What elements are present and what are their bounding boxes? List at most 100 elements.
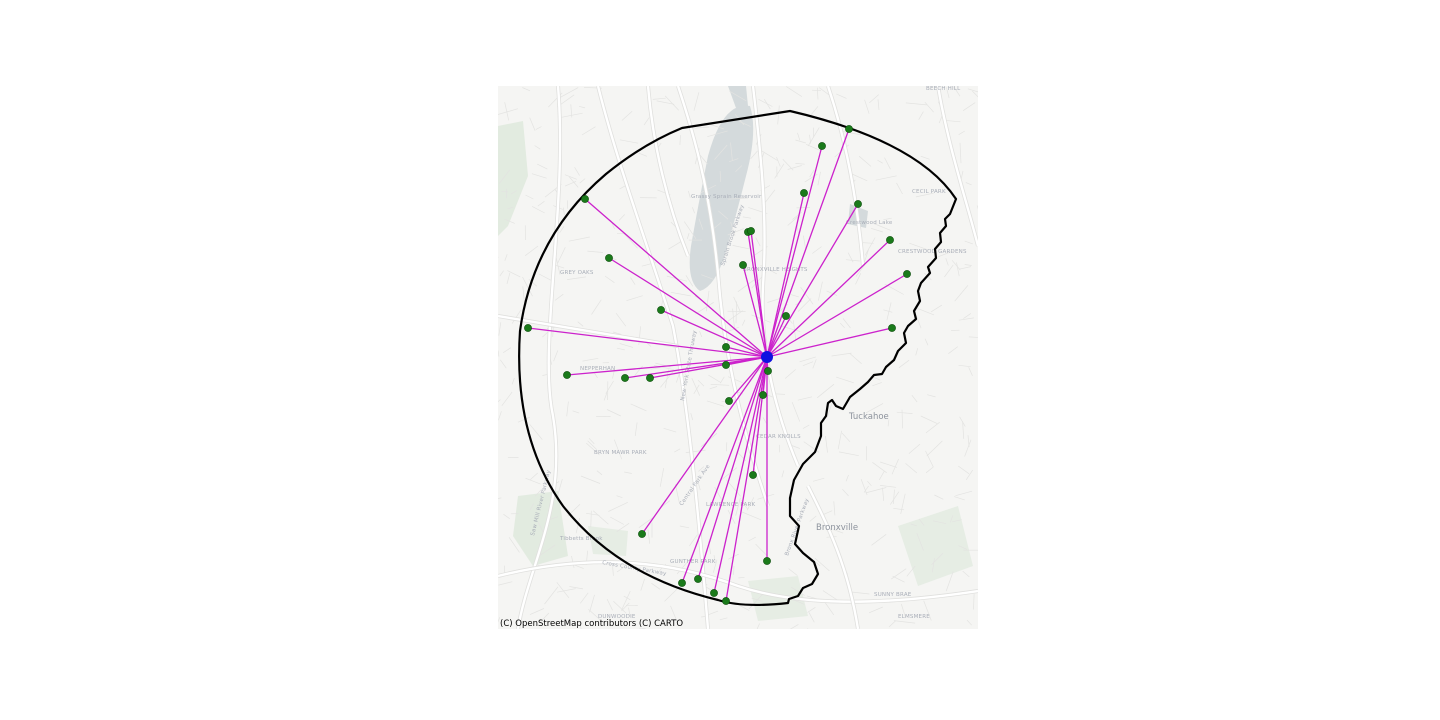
connector-lines [527,128,908,602]
location-point[interactable] [563,371,571,379]
location-point[interactable] [725,397,733,405]
local-street [948,346,959,354]
location-point[interactable] [782,312,790,320]
local-street [918,518,925,526]
local-street [892,575,905,583]
local-street [802,361,814,367]
location-point[interactable] [621,374,629,382]
location-point[interactable] [886,236,894,244]
local-street [608,501,628,512]
location-point[interactable] [722,361,730,369]
local-street [959,142,962,164]
local-street [626,295,643,302]
location-point[interactable] [747,227,755,235]
local-street [557,247,566,264]
location-point[interactable] [903,270,911,278]
location-point[interactable] [605,254,613,262]
local-street [588,438,595,445]
local-street [976,205,978,210]
local-street [755,237,761,247]
local-street [498,322,502,336]
location-point[interactable] [759,391,767,399]
local-street [888,620,897,628]
location-point[interactable] [710,589,718,597]
local-street [729,90,747,102]
connector-line [766,273,908,358]
highway [498,560,978,603]
local-street [733,296,741,312]
local-street [789,624,799,629]
local-street [864,237,876,256]
location-point[interactable] [722,597,730,605]
local-street [817,171,821,186]
local-street [587,440,598,450]
local-street [818,281,823,301]
local-street [570,104,573,118]
location-point[interactable] [638,530,646,538]
connector-line [750,230,768,358]
location-point[interactable] [722,343,730,351]
local-street [580,475,601,484]
local-street [569,586,584,590]
location-point[interactable] [694,575,702,583]
local-street [800,286,814,305]
local-street [845,474,849,482]
location-point[interactable] [646,374,654,382]
local-street [758,98,773,107]
local-street [962,102,976,111]
location-point[interactable] [657,306,665,314]
map-svg: GREY OAKS NEPPERHAN BRYN MAWR PARK GUNTH… [498,86,978,629]
local-street [937,250,954,258]
local-street [604,275,615,283]
local-street [503,513,510,519]
local-street [638,517,653,528]
place-label: SUNNY BRAE [874,592,912,598]
location-point[interactable] [800,189,808,197]
local-street [624,471,632,474]
location-point[interactable] [845,125,853,133]
local-street [567,276,587,280]
local-street [917,308,935,316]
local-street [504,254,508,261]
local-street [582,357,599,362]
local-street [686,232,690,240]
location-point[interactable] [524,324,532,332]
local-street [973,594,975,610]
local-street [553,350,559,362]
local-street [685,449,706,453]
local-street [841,432,851,443]
local-street [761,150,778,161]
place-label: CEDAR KNOLLS [756,434,801,440]
map-canvas[interactable]: GREY OAKS NEPPERHAN BRYN MAWR PARK GUNTH… [498,86,978,629]
local-street [920,415,938,424]
local-street [963,313,972,319]
local-street [958,130,965,135]
location-point[interactable] [854,200,862,208]
location-point[interactable] [678,579,686,587]
location-point[interactable] [818,142,826,150]
local-street [503,347,512,353]
hub-marker[interactable] [761,351,773,363]
local-street [670,291,691,297]
local-street [826,290,838,296]
local-street [953,496,965,501]
local-street [900,603,906,618]
local-street [707,130,728,138]
local-street [676,373,680,383]
local-street [572,410,580,414]
local-street [972,90,978,98]
local-street [580,592,589,604]
local-street [756,623,760,629]
local-street [727,376,743,383]
location-point[interactable] [739,261,747,269]
location-point[interactable] [763,557,771,565]
location-point[interactable] [764,367,772,375]
local-street [896,182,903,195]
service-area-boundary [518,109,958,606]
location-point[interactable] [749,471,757,479]
location-point[interactable] [888,324,896,332]
local-street [767,296,784,303]
location-point[interactable] [581,195,589,203]
local-street [498,497,502,499]
local-street [619,343,634,348]
